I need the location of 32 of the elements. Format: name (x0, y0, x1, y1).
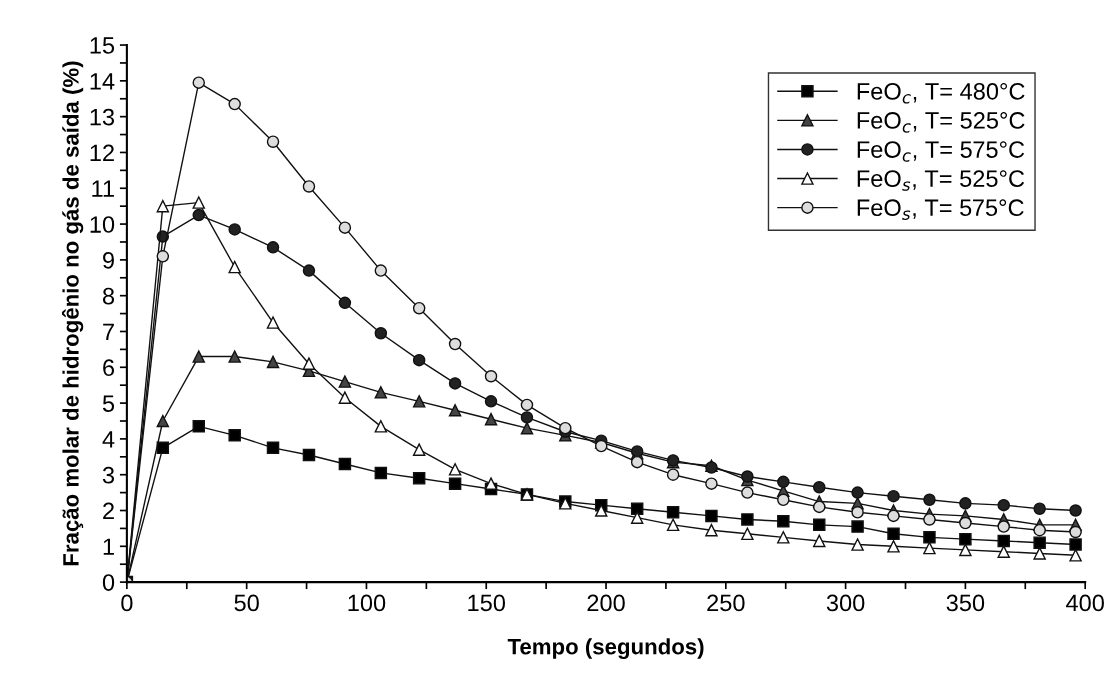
x-tick-label: 400 (1066, 594, 1104, 612)
legend-label: FeO$_{c}$, T= 525°C (857, 112, 1025, 133)
x-tick-label: 250 (707, 594, 745, 612)
legend-label: FeO$_{c}$, T= 575°C (857, 141, 1025, 162)
y-tick-label: 11 (92, 180, 114, 197)
x-tick-label: 200 (587, 594, 625, 612)
y-tick-label: 3 (102, 466, 115, 484)
y-tick-label: 4 (102, 431, 115, 448)
y-tick-label: 0 (102, 574, 115, 591)
y-tick-label: 6 (103, 359, 115, 377)
legend-label: FeO$_{s}$, T= 525°C (857, 170, 1025, 191)
y-tick-label: 12 (90, 144, 114, 162)
y-tick-label: 13 (90, 108, 115, 126)
x-tick-label: 50 (234, 594, 259, 612)
x-tick-label: 300 (826, 594, 865, 612)
legend-label: FeO$_{c}$, T= 480°C (857, 82, 1025, 104)
x-tick-label: 150 (468, 594, 506, 612)
x-tick-label: 350 (946, 594, 985, 612)
y-tick-label: 15 (90, 37, 115, 54)
y-tick-label: 1 (103, 538, 114, 555)
y-tick-label: 8 (102, 287, 115, 305)
y-axis-title: Fração molar de hidrogênio no gás de saída (%) (61, 61, 84, 566)
y-tick-label: 14 (90, 73, 115, 90)
y-tick-label: 9 (103, 251, 114, 269)
x-axis-title: Tempo (segundos) (507, 638, 704, 659)
y-tick-label: 5 (102, 395, 115, 412)
x-tick-label: 100 (348, 594, 386, 612)
y-tick-label: 2 (103, 502, 114, 520)
y-tick-label: 10 (90, 216, 115, 233)
x-tick-label: 0 (121, 594, 133, 612)
legend-label: FeO$_{s}$, T= 575°C (857, 199, 1024, 220)
y-tick-label: 7 (103, 323, 114, 341)
